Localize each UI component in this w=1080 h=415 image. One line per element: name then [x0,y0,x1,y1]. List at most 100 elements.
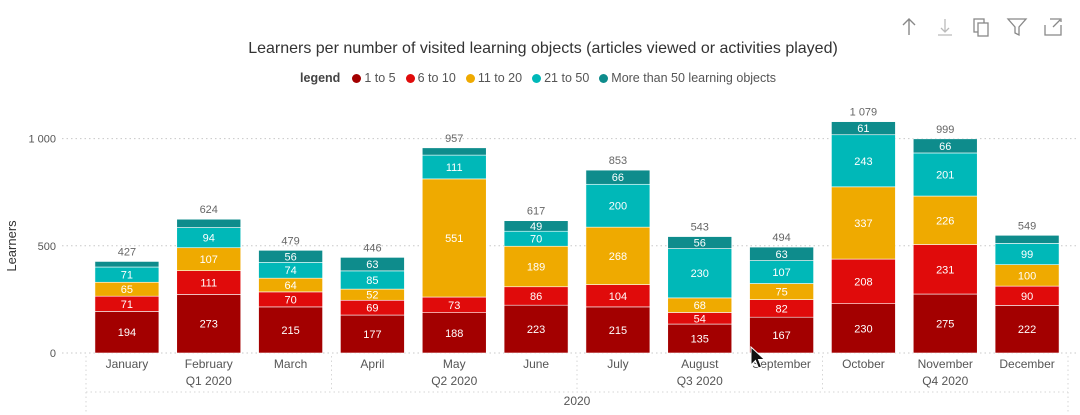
legend-item-21-to-50[interactable]: 21 to 50 [532,71,589,85]
data-label: 215 [609,325,627,337]
data-label: 69 [366,303,378,315]
data-label: 551 [445,233,463,245]
data-label: 82 [775,303,787,315]
x-tick-label: December [999,357,1054,371]
data-label: 230 [854,323,872,335]
bar-segment [831,258,896,304]
data-label: 68 [694,300,706,312]
data-label: 90 [1021,291,1033,303]
legend-swatch [352,73,362,83]
data-label: 73 [448,300,460,312]
legend-item-1-to-5[interactable]: 1 to 5 [352,71,396,85]
data-label: 52 [366,290,378,302]
data-label: 64 [284,280,296,292]
x-tick-label: April [360,357,384,371]
data-label: 70 [284,294,296,306]
data-label: 100 [1018,270,1036,282]
quarter-label: Q1 2020 [186,374,232,388]
total-label: 427 [118,246,136,258]
data-label: 99 [1021,249,1033,261]
total-label: 446 [363,242,381,254]
data-label: 231 [936,264,954,276]
data-label: 223 [527,324,545,336]
data-label: 107 [200,254,218,266]
data-label: 71 [121,299,133,311]
x-tick-label: June [523,357,549,371]
data-label: 65 [121,284,133,296]
legend-swatch [532,73,542,83]
x-tick-label: September [752,357,811,371]
bar-segment [831,186,896,260]
x-tick-label: May [443,357,466,371]
bar-segment [585,183,651,228]
bar-segment [667,323,733,354]
bar-segment [585,169,651,185]
legend-label: 11 to 20 [477,71,523,85]
data-label: 201 [936,170,954,182]
legend-label: More than 50 learning objects [611,71,776,85]
x-tick-label: March [274,357,307,371]
x-tick-label: January [106,357,149,371]
data-label: 275 [936,319,954,331]
data-label: 61 [857,123,869,135]
chart-legend: legend 1 to 5 6 to 10 11 to 20 21 to 50 … [0,71,1080,85]
drill-up-icon[interactable] [896,14,922,40]
total-label: 624 [200,204,218,216]
legend-item-6-to-10[interactable]: 6 to 10 [405,71,456,85]
bar-segment [749,246,814,261]
data-label: 107 [772,267,790,279]
bar-segment [585,226,651,285]
quarter-label: Q2 2020 [431,374,477,388]
quarter-label: Q3 2020 [677,374,723,388]
data-label: 337 [854,218,872,230]
total-label: 957 [445,133,463,145]
bar-segment [176,218,242,228]
bar-segment [994,234,1060,244]
data-label: 273 [200,319,218,331]
data-label: 230 [691,268,709,280]
data-label: 86 [530,291,542,303]
data-label: 85 [366,275,378,287]
total-label: 1 079 [850,107,878,119]
data-label: 104 [609,291,627,303]
data-label: 49 [530,221,542,233]
data-label: 189 [527,261,545,273]
data-label: 66 [612,172,624,184]
legend-swatch [599,73,609,83]
chart-title: Learners per number of visited learning … [248,40,838,57]
legend-item-11-to-20[interactable]: 11 to 20 [465,71,523,85]
x-tick-label: October [842,357,885,371]
bar-segment [831,134,896,188]
data-label: 94 [203,233,215,245]
x-tick-label: February [185,357,233,371]
bar-segment [94,311,160,354]
total-label: 479 [281,235,299,247]
data-label: 215 [281,325,299,337]
bar-segment [421,312,487,354]
year-label: 2020 [564,394,591,408]
data-label: 222 [1018,324,1036,336]
focus-mode-icon[interactable] [1040,14,1066,40]
copy-icon[interactable] [968,14,994,40]
filter-icon[interactable] [1004,14,1030,40]
total-label: 543 [691,222,709,234]
x-tick-label: November [918,357,973,371]
legend-label: 6 to 10 [417,71,456,85]
y-tick-label: 1 000 [28,134,56,146]
data-label: 66 [939,141,951,153]
total-label: 617 [527,206,545,218]
y-tick-label: 0 [50,348,56,360]
bar-segment [421,147,487,156]
bar-segment [912,138,978,154]
visual-toolbar [896,14,1066,40]
bar-segment [258,250,323,263]
data-label: 188 [445,328,463,340]
data-label: 111 [200,278,217,290]
data-label: 56 [694,238,706,250]
x-tick-label: August [681,357,719,371]
data-label: 63 [366,259,378,271]
legend-item-more-than-50[interactable]: More than 50 learning objects [599,71,776,85]
legend-swatch [405,73,415,83]
bar-segment [503,245,569,288]
drill-down-icon[interactable] [932,14,958,40]
